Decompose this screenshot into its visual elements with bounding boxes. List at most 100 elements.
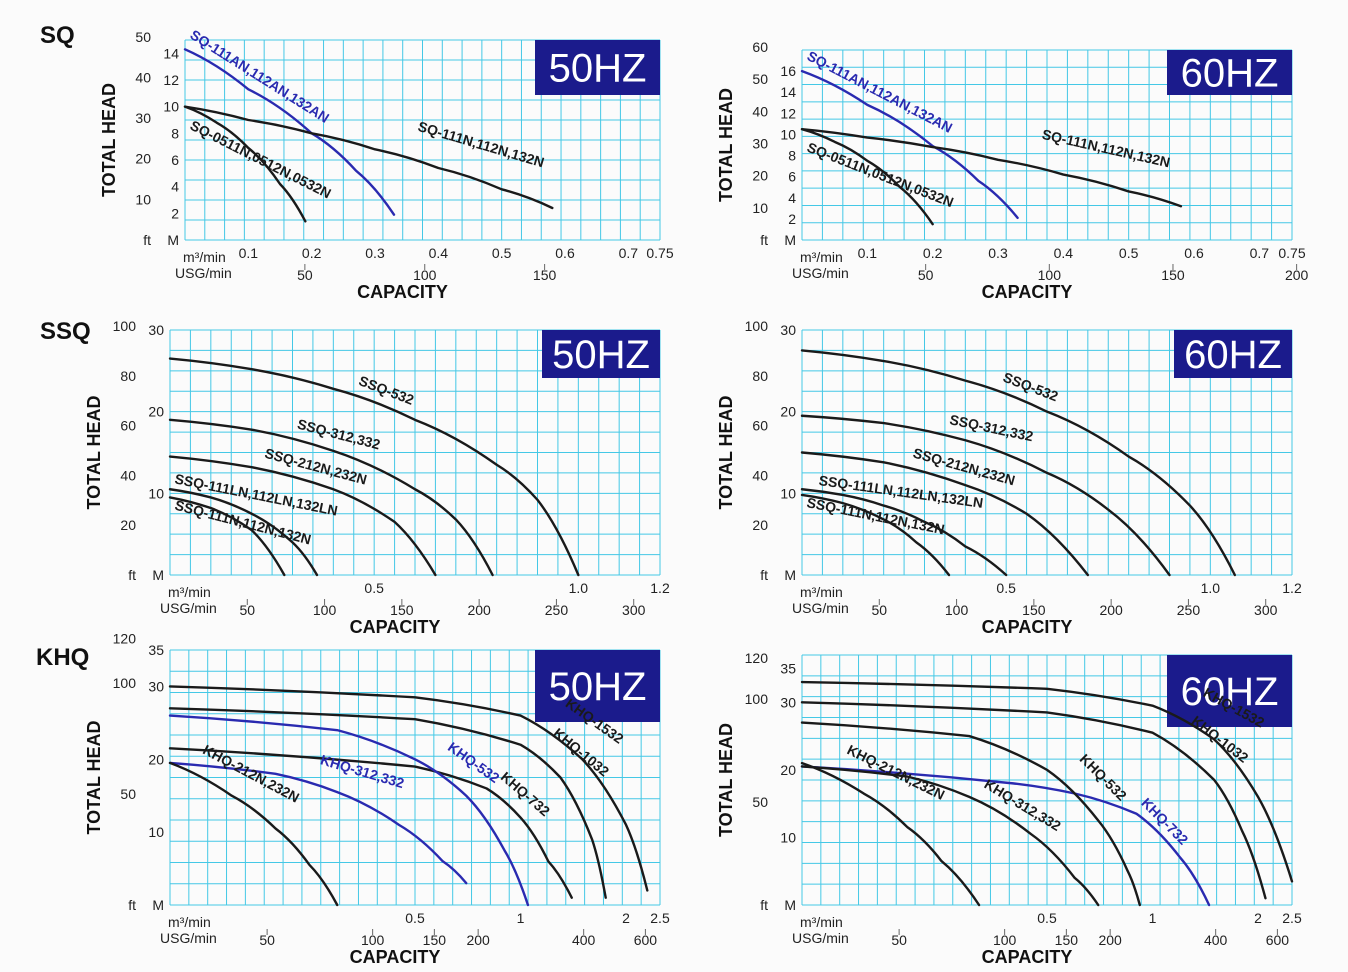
pump-curve <box>168 455 437 577</box>
chart-sq-50hz: 50HZ 2 4 6 8 10 12 14 10 20 30 40 50 Mft TOTAL HEAD 0.1… <box>99 26 674 302</box>
chart-sq-60hz: 60HZ 2 4 6 8 10 12 14 16 10 20 30 40 50 60 Mft TOTAL HEA… <box>716 39 1309 302</box>
x2-tick-label: 250 <box>545 602 569 618</box>
x-unit-m3: m³/min <box>168 584 211 600</box>
y-tick-label-ft: 120 <box>113 631 137 647</box>
x-tick-label: 0.5 <box>996 580 1016 596</box>
y-axis-title: TOTAL HEAD <box>84 395 104 509</box>
frequency-badge-bg <box>535 40 660 95</box>
y-axis-title: TOTAL HEAD <box>84 720 104 834</box>
y-tick-label-ft: 30 <box>135 110 151 126</box>
x2-tick-label: 50 <box>297 267 313 283</box>
pump-curve <box>168 761 468 885</box>
frequency-badge-label: 60HZ <box>1181 52 1279 96</box>
y-tick-label-m: 20 <box>780 404 796 420</box>
pump-curve <box>168 747 573 899</box>
y-tick-label-ft: 100 <box>113 675 137 691</box>
chart-ssq-50hz: 50HZ 10 20 30 20 40 60 80 100 Mft TOTAL HEAD 0.5 1.0… <box>84 318 670 637</box>
x2-tick-label: 400 <box>572 932 596 948</box>
y-unit-ft: ft <box>760 897 768 913</box>
x2-tick-label: 200 <box>1099 602 1123 618</box>
chart-khq-60hz: 60HZ 10 20 30 35 50 100 120 Mft TOTAL HEAD 0.5 1 2 2.… <box>716 650 1302 967</box>
x2-unit-usg: USG/min <box>160 600 217 616</box>
x-unit-m3: m³/min <box>168 914 211 930</box>
x2-tick-label: 100 <box>945 602 969 618</box>
x2-tick-label: 150 <box>423 932 447 948</box>
x2-tick-label: 50 <box>891 932 907 948</box>
x2-tick-label: 50 <box>871 602 887 618</box>
curve-label: KHQ-212N,232N <box>200 741 302 805</box>
pump-curve <box>168 418 494 577</box>
y-tick-label-ft: 20 <box>752 168 768 184</box>
y-tick-label-ft: 40 <box>752 467 768 483</box>
y-tick-label-ft: 80 <box>120 368 136 384</box>
y-unit-ft: ft <box>143 232 151 248</box>
pump-curve <box>168 357 580 577</box>
x2-tick-label: 150 <box>1022 602 1046 618</box>
x2-tick-label: 250 <box>1177 602 1201 618</box>
x2-tick-label: 150 <box>1055 932 1079 948</box>
y-tick-label-ft: 100 <box>745 691 769 707</box>
pump-curve <box>168 685 649 892</box>
y-tick-label-ft: 80 <box>752 368 768 384</box>
y-tick-label-ft: 60 <box>752 39 768 55</box>
y-tick-label-m: 20 <box>148 751 164 767</box>
y-tick-label-ft: 60 <box>752 418 768 434</box>
frequency-badge: 50HZ <box>542 330 660 378</box>
x2-tick-label: 50 <box>239 602 255 618</box>
y-tick-label-m: 10 <box>163 99 179 115</box>
frequency-badge-label: 50HZ <box>549 47 647 91</box>
x-tick-label: 0.6 <box>555 245 575 261</box>
x2-tick-label: 300 <box>1254 602 1278 618</box>
x2-tick-label: 200 <box>466 932 490 948</box>
y-unit-m: M <box>784 232 796 248</box>
pump-curve <box>168 761 339 907</box>
x2-tick-label: 50 <box>918 267 934 283</box>
chart-ssq-60hz: 60HZ 10 20 30 20 40 60 80 100 Mft TOTAL HEAD 0.5 1.0… <box>716 318 1302 637</box>
y-tick-label-ft: 20 <box>752 517 768 533</box>
pump-curve <box>168 707 607 899</box>
y-tick-label-m: 10 <box>780 126 796 142</box>
x-tick-label: 0.5 <box>492 245 512 261</box>
y-tick-label-m: 35 <box>780 661 796 677</box>
curve-label: KHQ-532 <box>445 739 503 786</box>
pump-curve <box>800 680 1294 883</box>
y-tick-label-m: 6 <box>171 152 179 168</box>
pump-curve <box>800 761 981 907</box>
x-unit-m3: m³/min <box>800 914 843 930</box>
x-unit-m3: m³/min <box>800 584 843 600</box>
pump-curve <box>168 488 319 577</box>
frequency-badge: 50HZ <box>535 40 660 95</box>
y-tick-label-ft: 40 <box>120 467 136 483</box>
y-tick-label-m: 10 <box>148 824 164 840</box>
pump-curve <box>800 493 951 577</box>
x2-unit-usg: USG/min <box>175 265 232 281</box>
y-tick-label-m: 12 <box>780 105 796 121</box>
x2-tick-label: 100 <box>993 932 1017 948</box>
y-tick-label-ft: 120 <box>745 650 769 666</box>
y-tick-label-m: 8 <box>788 148 796 164</box>
x-tick-label: 0.1 <box>239 245 259 261</box>
curve-label: KHQ-732 <box>498 769 553 820</box>
x-axis-title: CAPACITY <box>350 947 441 967</box>
frequency-badge-bg <box>1167 655 1292 727</box>
y-unit-ft: ft <box>128 567 136 583</box>
y-tick-label-ft: 10 <box>135 191 151 207</box>
y-tick-label-m: 4 <box>788 190 796 206</box>
family-label-khq: KHQ <box>36 644 90 671</box>
frequency-badge: 60HZ <box>1174 330 1292 378</box>
y-tick-label-ft: 50 <box>752 71 768 87</box>
y-tick-label-m: 20 <box>780 762 796 778</box>
frequency-badge-bg <box>1167 50 1292 95</box>
x-axis-title: CAPACITY <box>982 617 1073 637</box>
y-tick-label-ft: 60 <box>120 418 136 434</box>
pump-curve <box>168 496 286 577</box>
pump-curve <box>800 488 1008 577</box>
x2-tick-label: 100 <box>361 932 385 948</box>
chart-khq-50hz: 50HZ 10 20 30 35 50 100 120 Mft TOTAL HEAD 0.5 1 2 2.… <box>84 631 670 967</box>
grid <box>184 39 661 241</box>
x-tick-label: 2 <box>1254 910 1262 926</box>
x-tick-label: 0.5 <box>405 910 425 926</box>
frequency-badge: 60HZ <box>1167 50 1292 96</box>
y-axis-title: TOTAL HEAD <box>716 88 736 202</box>
